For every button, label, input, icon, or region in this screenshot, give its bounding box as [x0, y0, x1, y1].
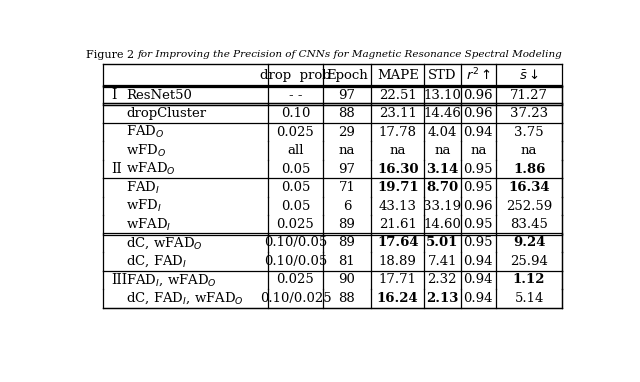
Text: na: na: [521, 144, 538, 157]
Text: Epoch: Epoch: [326, 69, 368, 82]
Text: 0.10: 0.10: [281, 107, 310, 120]
Text: 37.23: 37.23: [510, 107, 548, 120]
Text: 2.13: 2.13: [426, 292, 458, 305]
Text: 89: 89: [339, 236, 355, 249]
Text: 0.05: 0.05: [281, 162, 310, 176]
Text: 8.70: 8.70: [426, 181, 458, 194]
Text: na: na: [470, 144, 486, 157]
Text: 0.95: 0.95: [463, 162, 493, 176]
Text: Figure 2: Figure 2: [86, 50, 134, 60]
Text: dropCluster: dropCluster: [127, 107, 207, 120]
Text: 4.04: 4.04: [428, 126, 457, 139]
Text: 14.46: 14.46: [424, 107, 461, 120]
Text: 88: 88: [339, 292, 355, 305]
Text: 0.94: 0.94: [463, 292, 493, 305]
Text: 3.14: 3.14: [426, 162, 458, 176]
Text: 0.025: 0.025: [276, 126, 314, 139]
Text: 0.96: 0.96: [463, 199, 493, 212]
Text: 2.32: 2.32: [428, 274, 457, 286]
Text: 17.71: 17.71: [379, 274, 417, 286]
Text: 21.61: 21.61: [379, 218, 417, 231]
Text: 0.94: 0.94: [463, 126, 493, 139]
Text: 0.95: 0.95: [463, 181, 493, 194]
Text: 0.96: 0.96: [463, 107, 493, 120]
Text: dC, FAD$_I$, wFAD$_O$: dC, FAD$_I$, wFAD$_O$: [127, 291, 244, 306]
Text: 89: 89: [339, 218, 355, 231]
Text: 90: 90: [339, 274, 355, 286]
Text: 1.86: 1.86: [513, 162, 545, 176]
Text: 29: 29: [339, 126, 355, 139]
Text: 22.51: 22.51: [379, 89, 417, 102]
Text: $r^2\uparrow$: $r^2\uparrow$: [466, 67, 491, 83]
Text: 3.75: 3.75: [515, 126, 544, 139]
Text: 0.05: 0.05: [281, 199, 310, 212]
Text: II: II: [111, 162, 122, 176]
Text: 81: 81: [339, 255, 355, 268]
Text: 0.96: 0.96: [463, 89, 493, 102]
Text: FAD$_I$: FAD$_I$: [127, 180, 161, 196]
Text: 13.10: 13.10: [424, 89, 461, 102]
Text: drop  prob: drop prob: [260, 69, 331, 82]
Text: 18.89: 18.89: [379, 255, 417, 268]
Text: 97: 97: [339, 162, 355, 176]
Text: all: all: [287, 144, 304, 157]
Text: 5.14: 5.14: [515, 292, 544, 305]
Text: 0.10/0.025: 0.10/0.025: [260, 292, 332, 305]
Text: MAPE: MAPE: [377, 69, 419, 82]
Text: 33.19: 33.19: [423, 199, 461, 212]
Text: 16.30: 16.30: [377, 162, 419, 176]
Text: 14.60: 14.60: [424, 218, 461, 231]
Text: 43.13: 43.13: [379, 199, 417, 212]
Text: FAD$_I$, wFAD$_O$: FAD$_I$, wFAD$_O$: [127, 272, 217, 288]
Text: 97: 97: [339, 89, 355, 102]
Text: na: na: [434, 144, 451, 157]
Text: STD: STD: [428, 69, 456, 82]
Text: FAD$_O$: FAD$_O$: [127, 124, 165, 140]
Text: wFAD$_I$: wFAD$_I$: [127, 217, 172, 233]
Text: 88: 88: [339, 107, 355, 120]
Text: III: III: [111, 273, 127, 287]
Text: 0.025: 0.025: [276, 218, 314, 231]
Text: 0.95: 0.95: [463, 218, 493, 231]
Text: 17.78: 17.78: [379, 126, 417, 139]
Text: 0.94: 0.94: [463, 274, 493, 286]
Text: 25.94: 25.94: [510, 255, 548, 268]
Text: - -: - -: [289, 89, 302, 102]
Text: 83.45: 83.45: [510, 218, 548, 231]
Text: 0.95: 0.95: [463, 236, 493, 249]
Text: 17.64: 17.64: [377, 236, 419, 249]
Text: 252.59: 252.59: [506, 199, 552, 212]
Text: 23.11: 23.11: [379, 107, 417, 120]
Text: wFAD$_O$: wFAD$_O$: [127, 161, 176, 177]
Text: na: na: [390, 144, 406, 157]
Text: 0.05: 0.05: [281, 181, 310, 194]
Text: 0.025: 0.025: [276, 274, 314, 286]
Text: wFD$_I$: wFD$_I$: [127, 198, 163, 214]
Text: $\bar{s}\downarrow$: $\bar{s}\downarrow$: [519, 68, 539, 82]
Text: 9.24: 9.24: [513, 236, 545, 249]
Text: na: na: [339, 144, 355, 157]
Text: wFD$_O$: wFD$_O$: [127, 142, 166, 159]
Text: dC, FAD$_I$: dC, FAD$_I$: [127, 254, 188, 269]
Text: ResNet50: ResNet50: [127, 89, 193, 102]
Text: for Improving the Precision of CNNs for Magnetic Resonance Spectral Modeling: for Improving the Precision of CNNs for …: [138, 50, 563, 60]
Text: 6: 6: [343, 199, 351, 212]
Text: 0.10/0.05: 0.10/0.05: [264, 236, 327, 249]
Text: 16.34: 16.34: [508, 181, 550, 194]
Text: 1.12: 1.12: [513, 274, 545, 286]
Text: 0.94: 0.94: [463, 255, 493, 268]
Text: dC, wFAD$_O$: dC, wFAD$_O$: [127, 235, 204, 251]
Text: 0.10/0.05: 0.10/0.05: [264, 255, 327, 268]
Text: 71: 71: [339, 181, 355, 194]
Text: 19.71: 19.71: [377, 181, 419, 194]
Text: 16.24: 16.24: [377, 292, 419, 305]
Text: 5.01: 5.01: [426, 236, 458, 249]
Text: 7.41: 7.41: [428, 255, 457, 268]
Text: 71.27: 71.27: [510, 89, 548, 102]
Text: I: I: [111, 88, 116, 102]
